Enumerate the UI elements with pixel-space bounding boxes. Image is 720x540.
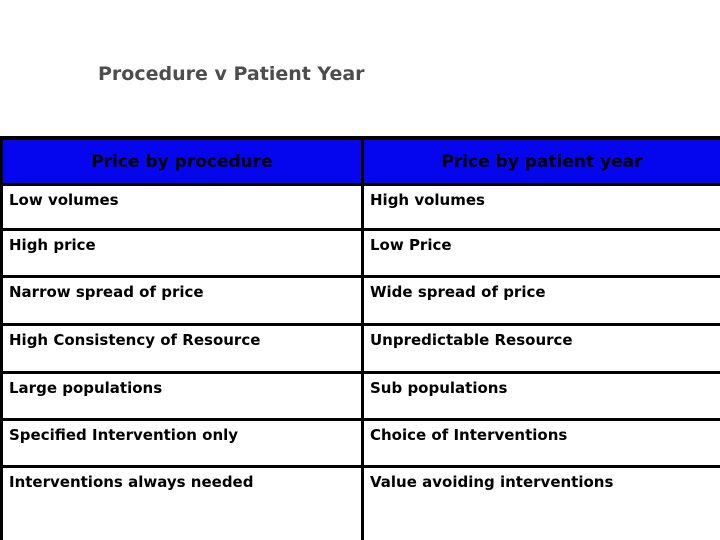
table-row: Interventions always needed Value avoidi… xyxy=(0,468,720,540)
slide-title: Procedure v Patient Year xyxy=(98,63,365,85)
table-row: High price Low Price xyxy=(0,231,720,278)
patient-year-cell: Wide spread of price xyxy=(370,283,546,301)
table-row: Narrow spread of price Wide spread of pr… xyxy=(0,278,720,326)
table-header-row: Price by procedure Price by patient year xyxy=(0,136,720,186)
procedure-cell: Narrow spread of price xyxy=(3,278,364,323)
procedure-cell: Specified Intervention only xyxy=(3,421,364,465)
patient-year-cell: Unpredictable Resource xyxy=(370,331,573,349)
header-price-by-procedure: Price by procedure xyxy=(3,140,364,183)
procedure-cell: High price xyxy=(3,231,364,275)
table-row: High Consistency of Resource Unpredictab… xyxy=(0,326,720,374)
patient-year-cell: High volumes xyxy=(370,191,485,209)
procedure-cell: Interventions always needed xyxy=(3,468,364,540)
patient-year-cell: Value avoiding interventions xyxy=(370,473,614,491)
table-row: Specified Intervention only Choice of In… xyxy=(0,421,720,468)
patient-year-cell: Sub populations xyxy=(370,379,508,397)
header-price-by-patient-year: Price by patient year xyxy=(441,151,643,172)
procedure-cell: High Consistency of Resource xyxy=(3,326,364,371)
procedure-cell: Low volumes xyxy=(3,186,364,228)
table-row: Low volumes High volumes xyxy=(0,186,720,231)
patient-year-cell: Choice of Interventions xyxy=(370,426,568,444)
procedure-cell: Large populations xyxy=(3,374,364,418)
patient-year-cell: Low Price xyxy=(370,236,452,254)
comparison-table: Price by procedure Price by patient year… xyxy=(0,136,720,540)
table-row: Large populations Sub populations xyxy=(0,374,720,421)
